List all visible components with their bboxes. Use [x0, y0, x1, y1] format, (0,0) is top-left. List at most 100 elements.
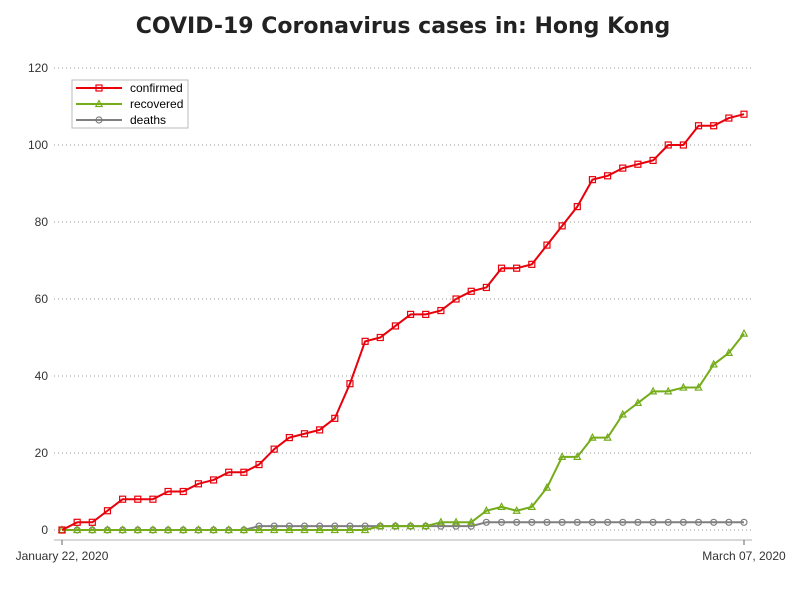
data-point-confirmed — [664, 141, 672, 149]
data-point-recovered — [179, 525, 188, 534]
legend-item-recovered: recovered — [76, 97, 183, 111]
data-point-confirmed — [300, 430, 309, 438]
y-tick-label: 80 — [35, 215, 49, 229]
legend-marker-confirmed — [95, 84, 103, 92]
data-point-recovered — [648, 386, 658, 395]
data-point-deaths — [513, 518, 521, 526]
data-point-recovered — [239, 525, 249, 534]
data-point-deaths — [694, 518, 703, 526]
data-point-deaths — [634, 518, 642, 526]
data-point-confirmed — [134, 495, 142, 503]
data-point-recovered — [118, 525, 127, 534]
data-point-confirmed — [361, 337, 369, 345]
legend: confirmed recovered deaths — [71, 79, 189, 129]
data-point-confirmed — [588, 176, 597, 184]
data-point-confirmed — [119, 495, 127, 503]
data-point-recovered — [527, 502, 537, 510]
data-point-confirmed — [225, 468, 233, 476]
legend-label: deaths — [130, 113, 166, 127]
data-point-confirmed — [422, 310, 430, 318]
data-point-confirmed — [710, 122, 718, 130]
data-point-confirmed — [497, 264, 506, 272]
data-point-confirmed — [740, 110, 748, 118]
y-tick-label: 0 — [41, 523, 48, 537]
data-point-recovered — [633, 398, 643, 407]
x-tick-label: January 22, 2020 — [16, 549, 109, 563]
data-point-recovered — [588, 432, 597, 441]
data-point-recovered — [148, 525, 158, 534]
legend-item-deaths: deaths — [76, 113, 166, 127]
data-point-recovered — [254, 525, 264, 534]
data-point-recovered — [406, 521, 415, 530]
data-point-deaths — [679, 518, 687, 526]
data-point-confirmed — [58, 526, 66, 534]
data-point-recovered — [194, 525, 203, 534]
data-point-confirmed — [103, 507, 112, 515]
data-point-recovered — [360, 525, 370, 534]
legend-label: confirmed — [130, 81, 183, 95]
data-point-confirmed — [164, 487, 172, 496]
data-point-recovered — [224, 525, 233, 534]
data-point-deaths — [725, 518, 733, 526]
chart-title: COVID-19 Coronavirus cases in: Hong Kong — [136, 14, 671, 39]
data-point-deaths — [710, 518, 718, 526]
y-tick-label: 20 — [35, 446, 49, 460]
data-point-deaths — [573, 518, 581, 526]
data-point-deaths — [588, 518, 597, 526]
data-point-recovered — [466, 517, 476, 526]
data-point-deaths — [649, 518, 657, 526]
data-point-confirmed — [255, 460, 263, 469]
data-point-recovered — [133, 525, 142, 534]
data-point-recovered — [300, 525, 309, 534]
data-point-confirmed — [194, 480, 202, 488]
data-point-recovered — [376, 521, 385, 530]
series-group — [57, 110, 749, 534]
y-tick-label: 60 — [35, 292, 49, 306]
data-point-recovered — [512, 505, 521, 514]
y-tick-label: 120 — [28, 61, 48, 75]
data-point-confirmed — [528, 260, 536, 268]
data-point-confirmed — [346, 380, 354, 388]
data-point-confirmed — [558, 222, 566, 230]
data-point-recovered — [103, 525, 112, 534]
data-point-deaths — [482, 518, 490, 526]
data-point-confirmed — [209, 476, 218, 484]
data-point-recovered — [391, 521, 400, 530]
legend-marker-recovered — [94, 99, 104, 108]
data-point-confirmed — [285, 434, 293, 442]
data-point-confirmed — [634, 160, 642, 168]
data-point-deaths — [528, 518, 536, 526]
y-tick-label: 40 — [35, 369, 49, 383]
legend-marker-deaths — [95, 116, 103, 124]
data-point-recovered — [88, 525, 97, 534]
data-point-confirmed — [149, 495, 157, 503]
data-point-recovered — [209, 525, 218, 534]
series-recovered — [57, 328, 749, 534]
data-point-deaths — [664, 518, 672, 526]
legend-item-confirmed: confirmed — [76, 81, 183, 95]
data-point-recovered — [451, 517, 461, 526]
data-point-recovered — [482, 505, 491, 514]
data-point-deaths — [740, 518, 748, 526]
data-point-deaths — [543, 518, 551, 526]
series-line-confirmed — [61, 113, 745, 531]
gridlines — [54, 67, 752, 531]
data-point-recovered — [315, 525, 324, 534]
data-point-recovered — [330, 525, 340, 534]
data-point-confirmed — [603, 172, 612, 180]
data-point-recovered — [709, 359, 718, 368]
data-point-recovered — [542, 482, 552, 491]
y-tick-label: 100 — [28, 138, 48, 152]
data-point-recovered — [679, 382, 688, 391]
data-point-confirmed — [725, 114, 733, 122]
data-point-confirmed — [619, 164, 627, 172]
data-point-confirmed — [437, 306, 445, 315]
data-point-recovered — [269, 525, 279, 534]
data-point-confirmed — [694, 122, 703, 130]
data-point-confirmed — [482, 283, 490, 292]
data-point-confirmed — [649, 156, 657, 164]
data-point-recovered — [345, 525, 355, 534]
data-point-confirmed — [543, 241, 551, 249]
data-point-confirmed — [331, 414, 339, 422]
data-point-recovered — [497, 502, 506, 510]
